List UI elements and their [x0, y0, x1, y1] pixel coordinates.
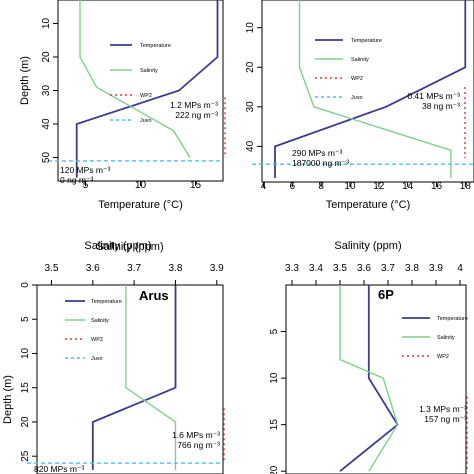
concentration-annotation: 1.6 MPs m⁻³	[172, 430, 220, 440]
x-tick-label: 10	[344, 181, 356, 192]
legend-entry: Temperature	[351, 38, 382, 44]
legend-entry: Salinity	[91, 318, 109, 324]
concentration-annotation: 187000 ng m⁻³	[292, 158, 349, 168]
concentration-annotation: 766 ng m⁻³	[177, 440, 220, 450]
panel-title: 6P	[378, 287, 394, 302]
panel-bottom-left	[27, 280, 225, 474]
x-tick-label: 15	[190, 180, 202, 191]
concentration-annotation: 820 MPs m⁻³	[34, 464, 84, 474]
legend-entry: Juvo	[91, 356, 103, 362]
y-tick-label: 30	[245, 101, 256, 113]
x-axis-label: Salinity (ppm)	[84, 240, 151, 252]
x-tick-label: 3.7	[127, 263, 141, 274]
series-line-temperature	[339, 285, 399, 472]
y-tick-label: 0	[20, 282, 31, 288]
x-axis-label: Temperature (°C)	[98, 199, 182, 211]
x-tick-label: 10	[135, 180, 147, 191]
x-tick-label: 4	[261, 181, 267, 192]
y-tick-label: 30	[41, 85, 52, 97]
y-axis-label: Depth (m)	[19, 56, 31, 105]
y-tick-label: 20	[41, 51, 52, 63]
y-tick-label: 5	[269, 328, 280, 334]
legend-entry: Salinity	[437, 335, 455, 341]
x-tick-label: 14	[402, 181, 414, 192]
panel-bottom-right	[281, 280, 468, 474]
y-tick-label: 15	[269, 419, 280, 431]
series-line-salinity	[79, 0, 191, 158]
concentration-annotation: 1.3 MPs m⁻³	[419, 404, 467, 414]
series-line-salinity	[339, 285, 399, 472]
legend-entry: Salinity	[140, 68, 158, 74]
panel-top-right	[252, 0, 474, 187]
x-tick-label: 18	[460, 181, 472, 192]
x-axis-label: Salinity (ppm)	[334, 240, 401, 252]
y-tick-label: 20	[269, 465, 280, 474]
y-tick-label: 20	[245, 61, 256, 73]
x-tick-label: 3.4	[309, 263, 323, 274]
x-tick-label: 3.6	[357, 263, 371, 274]
y-tick-label: 20	[20, 416, 31, 428]
x-tick-label: 3.5	[333, 263, 347, 274]
y-tick-label: 50	[41, 152, 52, 164]
legend-entry: WP2	[140, 93, 152, 99]
x-tick-label: 5	[83, 180, 89, 191]
panel-top-left	[48, 0, 226, 186]
y-tick-label: 40	[245, 140, 256, 152]
legend-entry: Temperature	[437, 316, 468, 322]
concentration-annotation: 222 ng m⁻³	[175, 110, 218, 120]
plot-frame	[261, 0, 474, 183]
y-tick-label: 40	[41, 118, 52, 130]
y-tick-label: 10	[245, 22, 256, 34]
y-tick-label: 10	[41, 17, 52, 29]
concentration-annotation: 157 ng m⁻³	[424, 414, 467, 424]
series-line-temperature	[91, 285, 177, 470]
x-tick-label: 3.5	[45, 263, 59, 274]
x-tick-label: 12	[373, 181, 385, 192]
panel-title: Arus	[139, 288, 169, 303]
plot-frame	[36, 284, 224, 474]
concentration-annotation: 38 ng m⁻³	[422, 101, 460, 111]
plot-frame	[285, 284, 467, 474]
x-tick-label: 8	[318, 181, 324, 192]
legend-entry: WP2	[91, 337, 103, 343]
x-tick-label: 16	[431, 181, 443, 192]
series-line-salinity	[298, 0, 452, 178]
series-line-temperature	[75, 0, 219, 178]
concentration-annotation: 0.41 MPs m⁻³	[407, 91, 460, 101]
legend-entry: WP2	[437, 354, 449, 360]
plot-frame	[57, 0, 224, 182]
series-line-temperature	[274, 0, 467, 178]
x-tick-label: 3.8	[405, 263, 419, 274]
x-axis-label: Salinity (ppm)	[96, 241, 163, 253]
x-axis-label: Temperature (°C)	[326, 199, 410, 211]
legend-entry: Salinity	[351, 57, 369, 63]
x-tick-label: 3.6	[86, 263, 100, 274]
y-tick-label: 25	[20, 450, 31, 462]
legend-entry: WP2	[351, 76, 363, 82]
x-tick-label: 3.3	[285, 263, 299, 274]
x-tick-label: 3.7	[381, 263, 395, 274]
concentration-annotation: 120 MPs m⁻³	[60, 165, 110, 175]
legend-entry: Juvo	[351, 95, 363, 101]
legend-entry: Temperature	[140, 43, 171, 49]
legend-entry: Juvo	[140, 118, 152, 124]
y-axis-label: Depth (m)	[2, 375, 14, 424]
concentration-annotation: 1.2 MPs m⁻³	[170, 100, 218, 110]
x-tick-label: 3.8	[169, 263, 183, 274]
y-tick-label: 5	[20, 316, 31, 322]
concentration-annotation: 0 ng m⁻³	[60, 175, 93, 185]
y-tick-label: 15	[20, 382, 31, 394]
x-tick-label: 3.9	[429, 263, 443, 274]
legend-entry: Temperature	[91, 299, 122, 305]
x-tick-label: 4	[457, 263, 463, 274]
y-tick-label: 10	[20, 347, 31, 359]
y-tick-label: 10	[269, 372, 280, 384]
x-tick-label: 6	[290, 181, 296, 192]
series-line-salinity	[125, 285, 177, 470]
concentration-annotation: 290 MPs m⁻³	[292, 148, 342, 158]
x-tick-label: 3.9	[210, 263, 224, 274]
